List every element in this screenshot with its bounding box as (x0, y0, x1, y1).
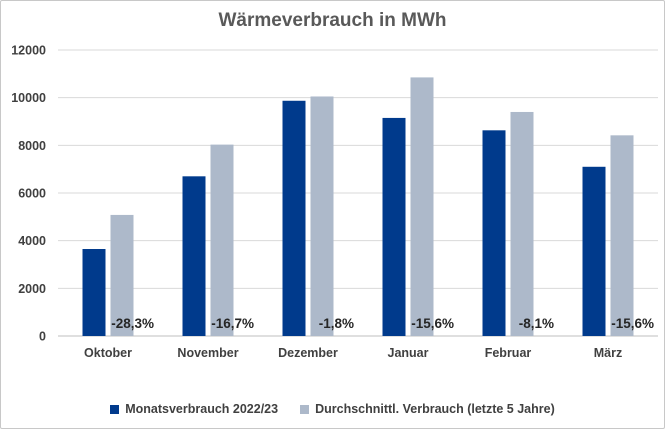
y-tick-label: 0 (39, 330, 46, 344)
y-tick-label: 2000 (18, 282, 46, 296)
bar-series-1 (382, 117, 406, 336)
percentage-label: -1,8% (319, 316, 354, 331)
percentage-label: -28,3% (111, 316, 154, 331)
y-tick-label: 12000 (11, 44, 46, 58)
bar-series-2 (110, 214, 134, 336)
x-tick-label: Oktober (84, 346, 132, 360)
y-tick-label: 8000 (18, 139, 46, 153)
x-tick-label: Februar (485, 346, 532, 360)
bar-series-1 (482, 130, 506, 336)
bar-series-2 (410, 77, 434, 337)
bar-series-2 (610, 135, 634, 336)
legend: Monatsverbrauch 2022/23 Durchschnittl. V… (0, 402, 665, 416)
gridlines (58, 49, 658, 337)
chart-title: Wärmeverbrauch in MWh (218, 10, 447, 31)
bar-series-1 (582, 166, 606, 336)
y-tick-label: 6000 (18, 187, 46, 201)
x-tick-label: März (594, 346, 622, 360)
legend-swatch-series-1 (110, 404, 120, 414)
percentage-label: -15,6% (411, 316, 454, 331)
y-tick-label: 10000 (11, 91, 46, 105)
bar-series-2 (210, 144, 234, 336)
legend-label-series-1: Monatsverbrauch 2022/23 (125, 402, 279, 416)
legend-item-series-2: Durchschnittl. Verbrauch (letzte 5 Jahre… (300, 402, 555, 416)
y-axis-ticks: 0 2000 4000 6000 8000 10000 12000 (11, 44, 46, 344)
x-tick-label: Dezember (278, 346, 338, 360)
bar-series-2 (510, 111, 534, 336)
x-axis-labels: Oktober November Dezember Januar Februar März (84, 346, 622, 360)
legend-swatch-series-2 (300, 404, 310, 414)
y-tick-label: 4000 (18, 234, 46, 248)
bar-series-1 (282, 100, 306, 336)
legend-label-series-2: Durchschnittl. Verbrauch (letzte 5 Jahre… (315, 402, 555, 416)
bar-series-2 (310, 96, 334, 336)
bar-series-1 (82, 249, 106, 336)
percentage-label: -16,7% (211, 316, 254, 331)
percentage-label: -8,1% (519, 316, 554, 331)
x-tick-label: Januar (388, 346, 429, 360)
bar-chart: 0 2000 4000 6000 8000 10000 12000 Oktober Novem… (11, 44, 658, 360)
bar-series-1 (182, 176, 206, 336)
percentage-annotations: -28,3% -16,7% -1,8% -15,6% -8,1% -15,6% (111, 316, 654, 331)
bars (82, 77, 634, 337)
x-tick-label: November (177, 346, 238, 360)
legend-item-series-1: Monatsverbrauch 2022/23 (110, 402, 278, 416)
percentage-label: -15,6% (611, 316, 654, 331)
